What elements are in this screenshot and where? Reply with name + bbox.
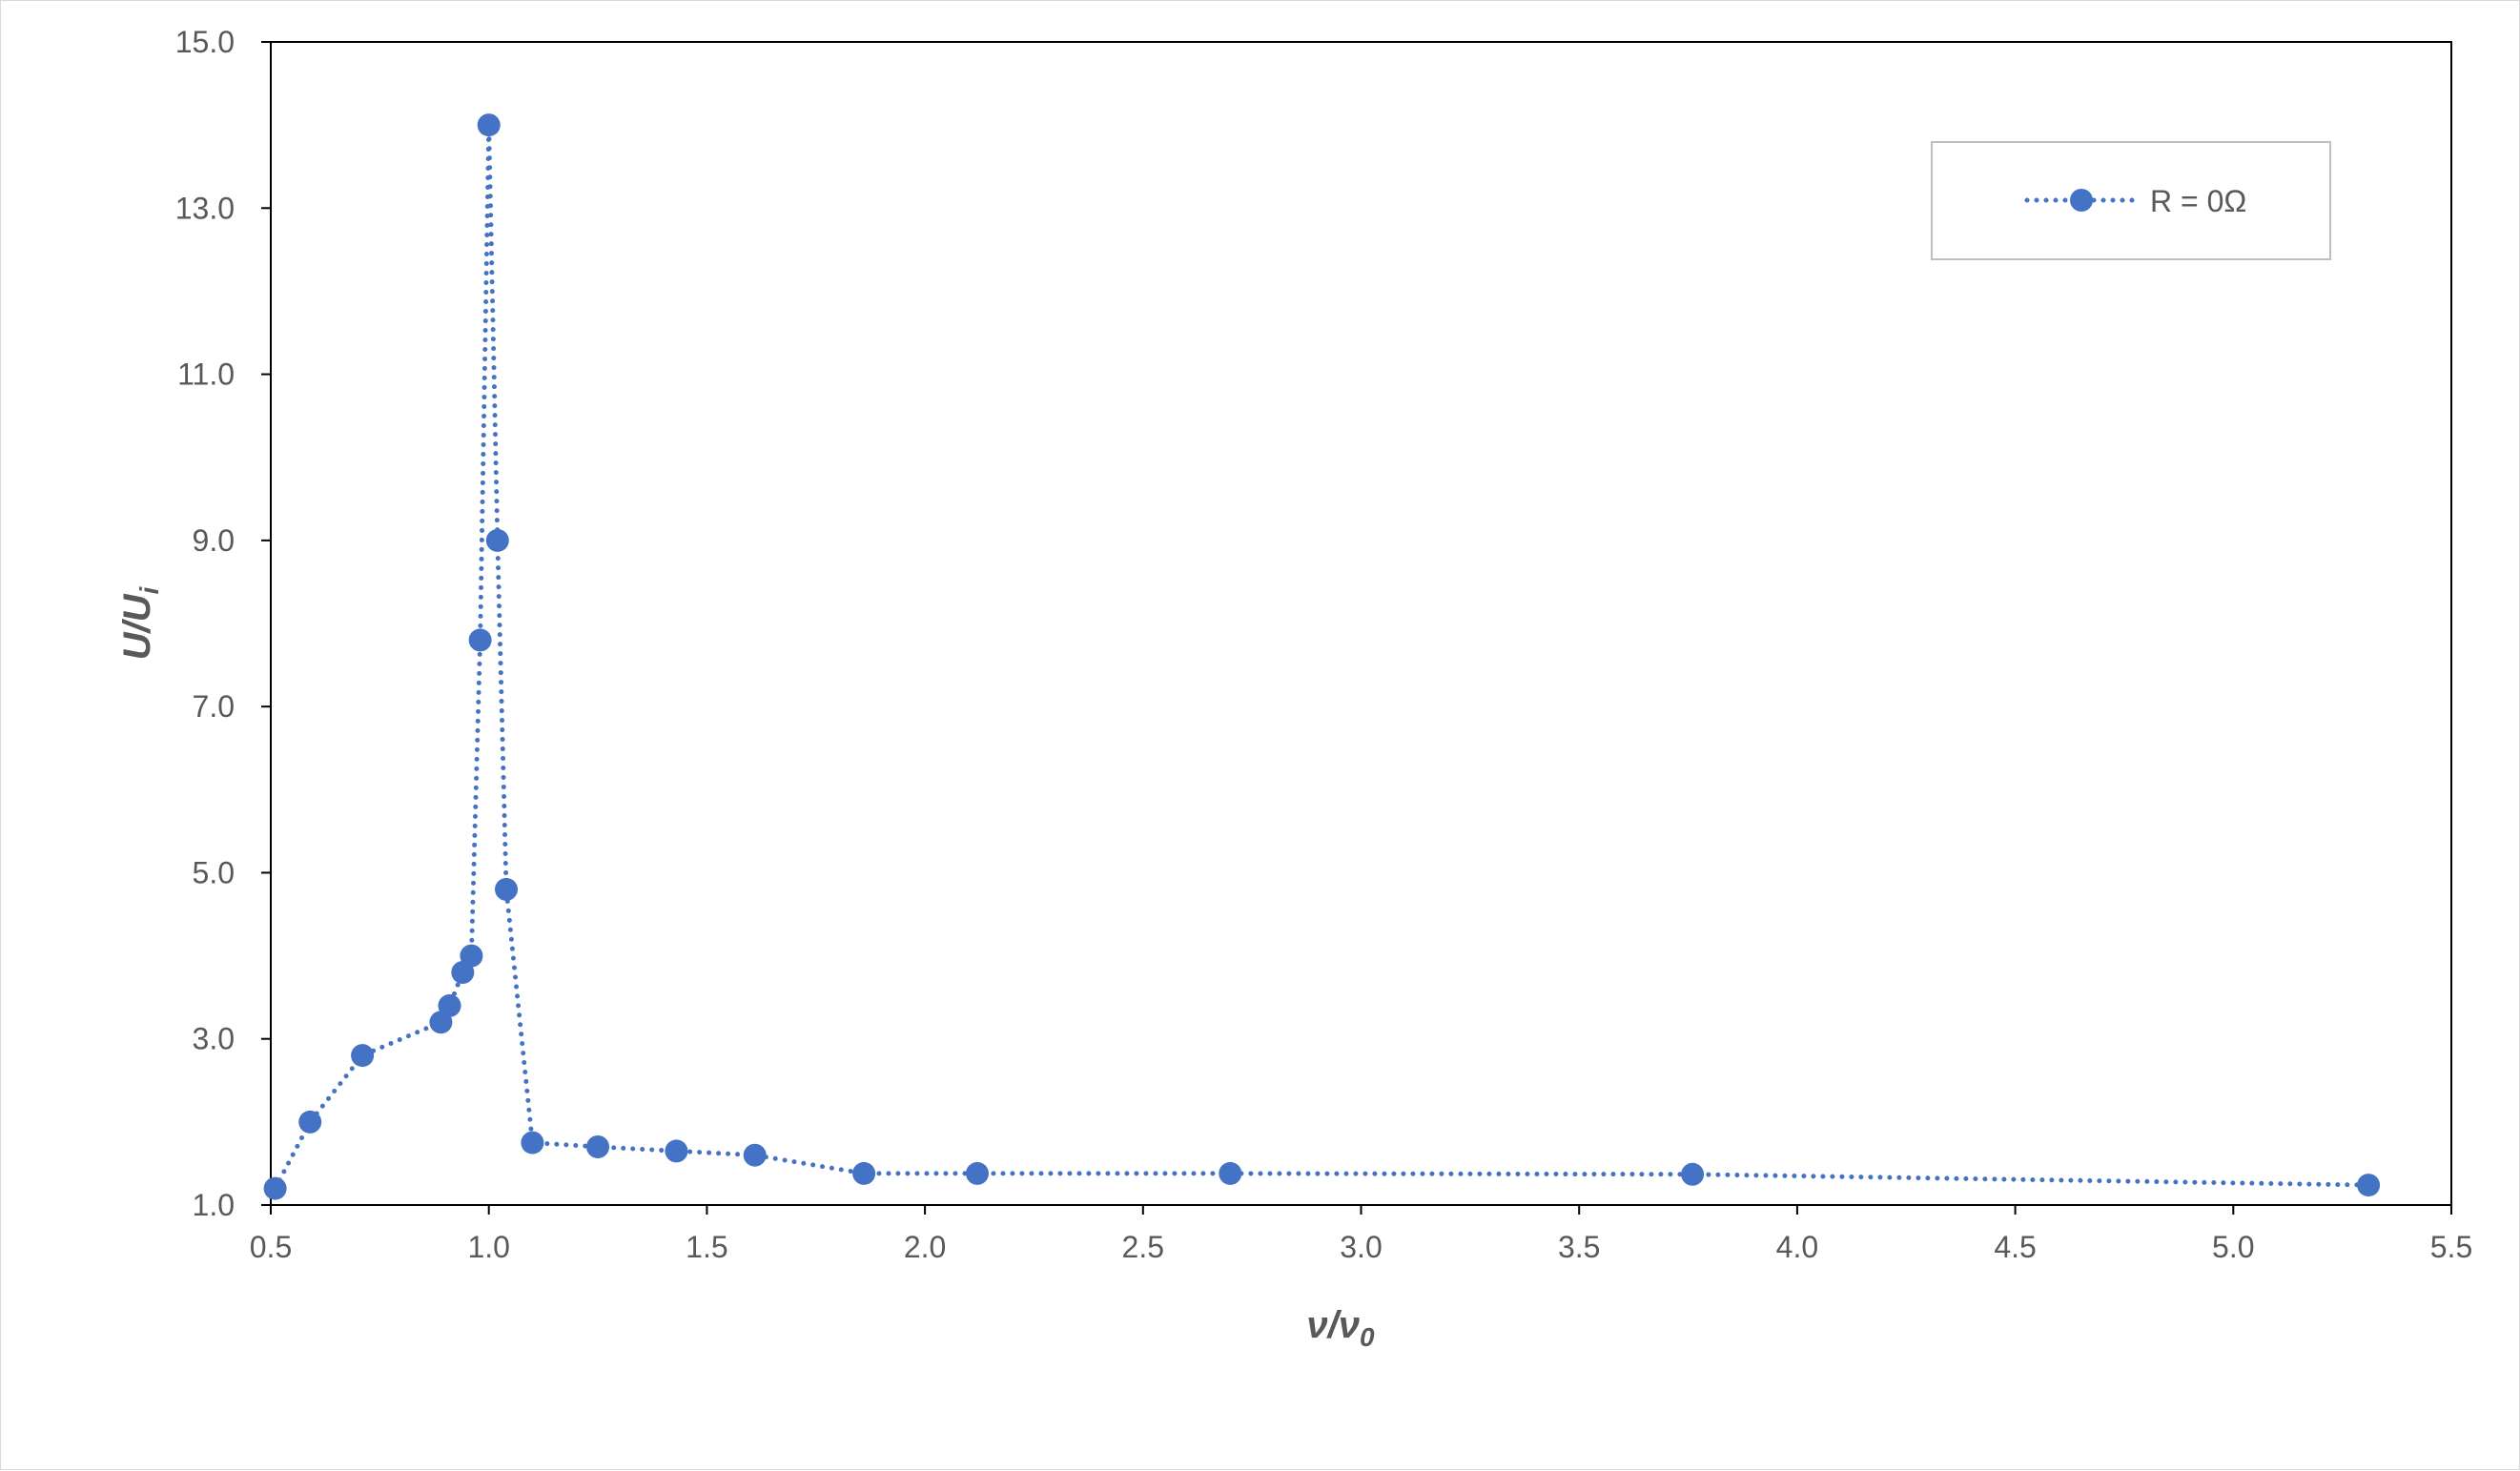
y-tick-label: 15.0 [175,25,235,59]
data-point [495,877,518,901]
data-point [477,113,501,137]
data-point [2357,1174,2381,1197]
y-axis: 1.0 3.0 5.0 7.0 9.0 11.0 13.0 15.0 [175,25,271,1222]
x-tick-label: 3.5 [1558,1230,1600,1264]
x-tick-label: 1.0 [467,1230,509,1264]
data-point [263,1176,287,1200]
y-tick-label: 3.0 [193,1022,235,1056]
data-point [351,1044,375,1068]
data-point [1681,1162,1705,1186]
y-tick-label: 9.0 [193,523,235,558]
data-point [468,628,492,652]
y-tick-label: 11.0 [177,358,235,392]
data-point [1219,1161,1242,1185]
data-point [485,528,509,552]
data-point [852,1161,876,1185]
series-markers [263,113,2381,1200]
x-axis-title: ν/ν0 [1306,1304,1375,1352]
y-tick-label: 1.0 [193,1188,235,1222]
x-tick-label: 4.0 [1776,1230,1818,1264]
x-tick-label: 5.0 [2212,1230,2254,1264]
legend-marker-swatch [2070,189,2093,212]
data-point [966,1161,989,1185]
x-tick-label: 2.0 [904,1230,946,1264]
data-point [460,944,483,968]
y-axis-title: U/Ui [116,585,164,660]
x-tick-label: 5.5 [2430,1230,2472,1264]
data-point [743,1143,767,1167]
x-axis: 0.5 1.0 1.5 2.0 2.5 3.0 3.5 4.0 4.5 5.0 5.5 [250,1205,2472,1264]
data-point [586,1135,609,1158]
x-tick-label: 1.5 [686,1230,727,1264]
x-tick-label: 0.5 [250,1230,292,1264]
y-tick-label: 13.0 [175,191,235,225]
x-tick-label: 4.5 [1994,1230,2036,1264]
data-point [298,1110,322,1134]
data-point [438,993,461,1017]
data-point [665,1139,688,1163]
x-tick-label: 2.5 [1122,1230,1164,1264]
series-line [273,125,2371,1192]
y-tick-label: 7.0 [193,689,235,724]
y-tick-label: 5.0 [193,855,235,889]
data-point [521,1131,544,1154]
legend: R = 0Ω [1931,141,2331,260]
x-tick-label: 3.0 [1340,1230,1382,1264]
legend-entry-label: R = 0Ω [2150,184,2246,218]
